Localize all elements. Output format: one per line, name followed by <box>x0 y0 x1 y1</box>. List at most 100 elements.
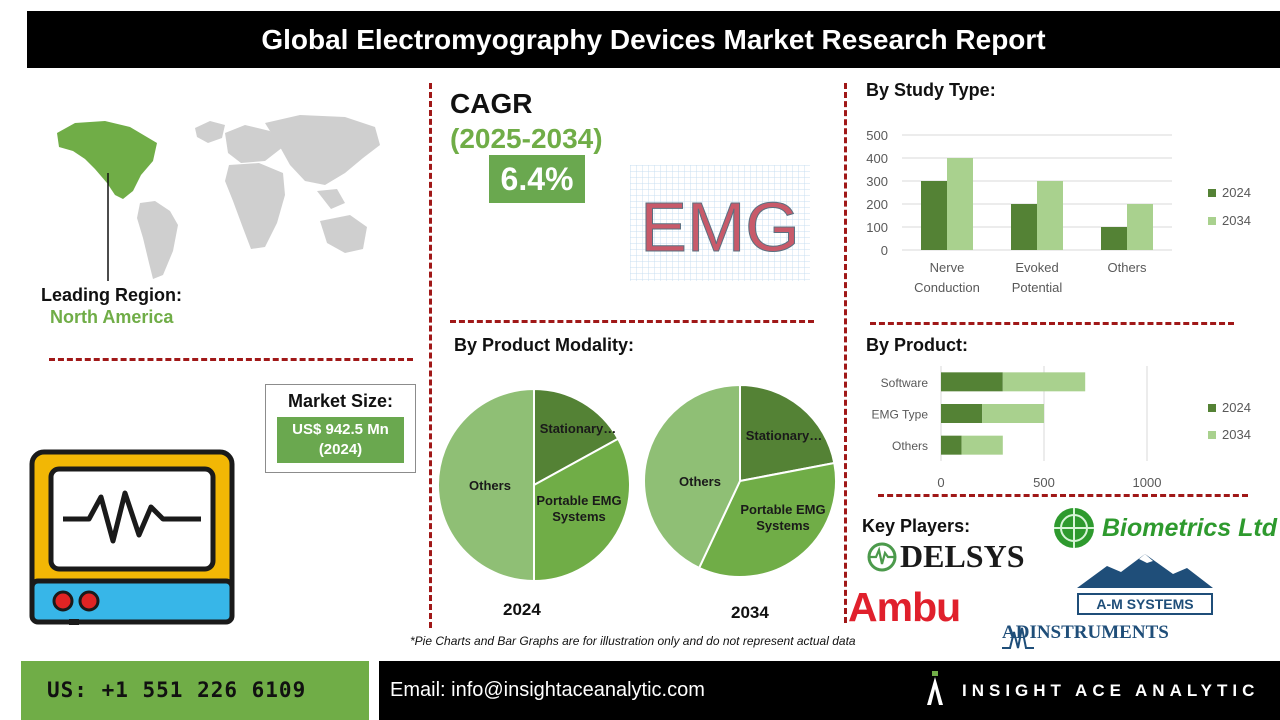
legend-label-2024: 2024 <box>1222 400 1251 415</box>
am-systems-wordmark: A-M SYSTEMS <box>1077 593 1213 615</box>
bar-2024 <box>941 404 983 423</box>
pie-label: Stationary… <box>540 421 617 436</box>
biometrics-logo: Biometrics Ltd <box>1052 506 1277 550</box>
adinstruments-logo: ADINSTRUMENTS <box>1000 614 1169 652</box>
divider-middle <box>450 320 814 323</box>
biometrics-globe-icon <box>1054 508 1094 548</box>
key-players-title: Key Players: <box>862 516 971 536</box>
pie-slice <box>643 383 741 570</box>
world-map-graphic <box>57 115 380 281</box>
europe-shape <box>225 125 283 163</box>
divider-vertical-1 <box>429 83 432 628</box>
pie-slice <box>437 387 535 583</box>
pie-label: Systems <box>552 509 605 524</box>
x-tick-label: Others <box>1107 260 1147 275</box>
adinstruments-wordmark: ADINSTRUMENTS <box>1002 622 1169 643</box>
market-size-amount: US$ 942.5 Mn <box>292 421 389 438</box>
study-type-chart: 0 100 200 300 400 500 Nerve Conduction Evoked Pot… <box>866 128 1172 295</box>
emg-monitor-icon <box>29 449 235 625</box>
cagr-title: CAGR <box>450 88 533 119</box>
am-systems-logo: A-M SYSTEMS <box>1077 552 1213 615</box>
legend-label-2034: 2034 <box>1222 427 1251 442</box>
greenland-shape <box>195 121 225 143</box>
am-systems-mountain-icon <box>1077 554 1213 588</box>
bar-2034 <box>1127 204 1153 250</box>
southeast-asia-shape <box>317 189 345 209</box>
cagr-years: (2025-2034) <box>450 123 603 154</box>
y-tick-label: Software <box>881 376 929 390</box>
bar-2034 <box>1002 372 1086 392</box>
pie-label: Portable EMG <box>740 502 825 517</box>
pie-label: Others <box>469 478 511 493</box>
legend-swatch-2034 <box>1208 430 1216 439</box>
ambu-logo: Ambu <box>848 584 961 630</box>
x-tick-label: Potential <box>1012 280 1063 295</box>
north-america-highlight <box>57 121 157 199</box>
x-tick-label: Conduction <box>914 280 980 295</box>
south-america-shape <box>137 201 178 279</box>
bar-2024 <box>1011 204 1037 250</box>
bar-2034 <box>961 435 1003 455</box>
legend-label-2034: 2034 <box>1222 213 1251 228</box>
legend-label-2024: 2024 <box>1222 185 1251 200</box>
delsys-emblem-icon <box>867 542 897 571</box>
y-tick-label: 300 <box>866 174 888 189</box>
y-tick-label: 500 <box>866 128 888 143</box>
x-tick-label: Evoked <box>1015 260 1058 275</box>
pie-label: Systems <box>756 518 809 533</box>
adinstruments-wave-icon <box>1002 627 1034 649</box>
legend-swatch-2034 <box>1208 216 1216 225</box>
x-tick-label: 500 <box>1033 475 1055 490</box>
footer-contact-block <box>379 661 1280 720</box>
y-tick-label: 0 <box>881 243 888 258</box>
pie-label: Others <box>679 474 721 489</box>
biometrics-wordmark: Biometrics Ltd <box>1102 513 1278 542</box>
pie-2024-year: 2024 <box>503 600 541 619</box>
divider-right <box>870 322 1234 325</box>
cagr-value: 6.4% <box>500 160 574 197</box>
y-tick-label: 100 <box>866 220 888 235</box>
disclaimer-note: *Pie Charts and Bar Graphs are for illus… <box>410 634 856 648</box>
footer-brand: INSIGHT ACE ANALYTIC <box>962 681 1260 700</box>
bar-2024 <box>921 181 947 250</box>
footer-email[interactable]: Email: info@insightaceanalytic.com <box>390 679 705 701</box>
x-tick-label: 0 <box>937 475 944 490</box>
divider-left <box>49 358 413 361</box>
bar-2034 <box>947 158 973 250</box>
legend-swatch-2024 <box>1208 403 1216 412</box>
product-modality-title: By Product Modality: <box>454 335 635 355</box>
product-title: By Product: <box>866 335 969 355</box>
legend-swatch-2024 <box>1208 188 1216 197</box>
study-legend-2024: 2024 <box>1208 185 1251 200</box>
emg-grid-logo: EMG <box>630 165 810 281</box>
leading-region-label: Leading Region: <box>41 285 182 305</box>
asia-shape <box>265 115 380 185</box>
africa-shape <box>225 163 285 249</box>
y-tick-label: EMG Type <box>872 408 929 422</box>
divider-vertical-2 <box>844 83 847 623</box>
x-tick-label: 1000 <box>1133 475 1162 490</box>
footer-phone-block <box>21 661 369 720</box>
report-title-bar: Global Electromyography Devices Market R… <box>27 11 1280 68</box>
pie-label: Portable EMG <box>536 493 621 508</box>
pie-slice <box>739 383 836 483</box>
product-chart: 0 500 1000 Software EMG Type Others <box>872 366 1162 490</box>
bar-2024 <box>941 372 1003 392</box>
y-tick-label: 200 <box>866 197 888 212</box>
market-size-year: (2024) <box>318 441 363 458</box>
divider-right-2 <box>878 494 1248 497</box>
report-title: Global Electromyography Devices Market R… <box>261 23 1046 55</box>
footer-phone[interactable]: US: +1 551 226 6109 <box>47 678 307 702</box>
market-size-value: US$ 942.5 Mn (2024) <box>277 417 404 463</box>
product-legend-2024: 2024 <box>1208 400 1251 415</box>
pie-slice <box>697 461 837 578</box>
emg-logo-text: EMG <box>640 188 799 266</box>
australia-shape <box>320 215 367 253</box>
bar-2024 <box>941 435 962 455</box>
x-tick-label: Nerve <box>930 260 965 275</box>
y-tick-label: 400 <box>866 151 888 166</box>
study-type-title: By Study Type: <box>866 80 996 100</box>
